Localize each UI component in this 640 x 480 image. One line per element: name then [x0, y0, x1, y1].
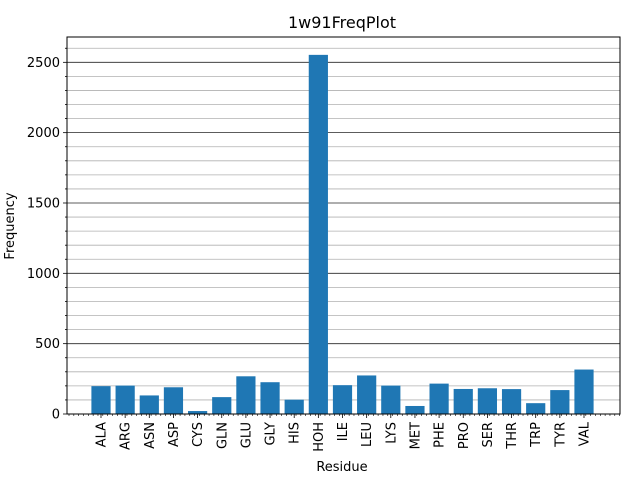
bar-lys — [381, 385, 401, 414]
bar-phe — [429, 383, 449, 414]
bar-glu — [236, 376, 256, 414]
y-axis-label: Frequency — [3, 192, 18, 259]
bar-cys — [188, 411, 208, 414]
x-tick-label: ALA — [95, 422, 110, 447]
x-tick-label: ILE — [336, 422, 351, 441]
bar-trp — [526, 403, 546, 414]
plot-frame — [66, 36, 621, 415]
x-tick-label: HIS — [288, 422, 303, 444]
x-tick-label: TRP — [529, 422, 544, 448]
bar-leu — [357, 375, 377, 414]
x-axis-label: Residue — [316, 460, 367, 475]
bar-ala — [91, 386, 111, 414]
bar-hoh — [308, 54, 328, 415]
bars — [91, 54, 594, 415]
x-tick-label: LYS — [384, 422, 399, 444]
y-tick-label: 2500 — [27, 56, 60, 71]
y-tick-label: 500 — [35, 337, 60, 352]
x-tick-label: ASN — [143, 422, 158, 449]
x-tick-label: HOH — [312, 422, 327, 452]
y-tick-label: 0 — [52, 408, 60, 423]
bar-arg — [115, 385, 135, 414]
bar-gly — [260, 382, 280, 414]
bar-met — [405, 405, 425, 414]
x-tick-label: LEU — [360, 422, 375, 447]
bar-ser — [477, 388, 497, 414]
bar-asp — [163, 387, 184, 414]
bar-ile — [332, 385, 353, 414]
y-tick-label: 1000 — [27, 267, 60, 282]
bar-gln — [212, 397, 232, 414]
axis-ticks: 0 500 1000 1500 2000 2500 ALA ARG ASN ASP CYS GLN GL… — [27, 47, 620, 452]
x-tick-label: SER — [481, 422, 496, 448]
x-tick-label: TYR — [553, 422, 568, 448]
y-tick-label: 1500 — [27, 196, 60, 211]
x-tick-label: THR — [505, 422, 520, 450]
x-tick-label: GLY — [264, 422, 279, 446]
bar-asn — [139, 395, 159, 414]
bar-tyr — [550, 390, 570, 414]
bar-pro — [453, 388, 473, 414]
x-tick-label: ASP — [167, 422, 182, 447]
x-tick-label: GLU — [239, 422, 254, 448]
chart-title: 1w91FreqPlot — [288, 13, 396, 32]
x-tick-label: ARG — [119, 422, 134, 450]
x-tick-label: PRO — [457, 422, 472, 449]
y-tick-label: 2000 — [27, 126, 60, 141]
x-tick-label: PHE — [433, 422, 448, 448]
x-tick-label: VAL — [578, 421, 593, 446]
x-tick-label: GLN — [215, 422, 230, 449]
bar-val — [574, 369, 594, 414]
x-tick-label: MET — [408, 422, 423, 449]
x-tick-label: CYS — [191, 422, 206, 447]
bar-thr — [501, 389, 522, 414]
bar-his — [284, 399, 304, 414]
